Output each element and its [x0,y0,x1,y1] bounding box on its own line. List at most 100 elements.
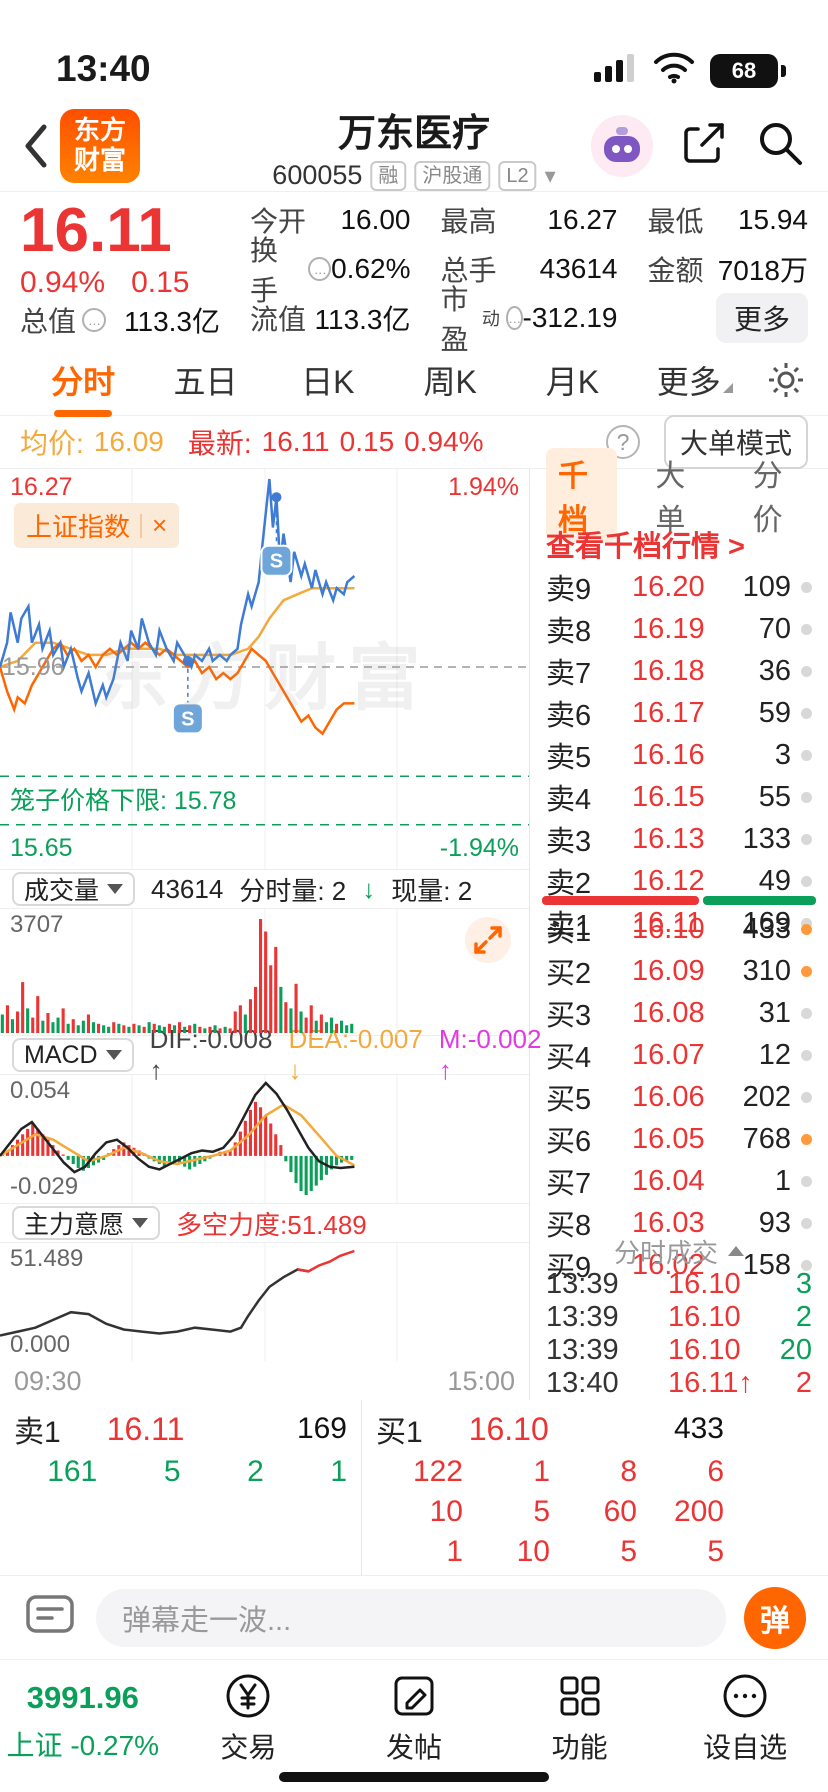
cage-floor-label: 笼子价格下限: 15.78 [10,787,237,815]
info-icon[interactable]: … [505,306,523,330]
status-bar: 13:40 68 [0,0,828,100]
assistant-avatar[interactable] [590,114,654,178]
tab-more[interactable]: 更多 [634,341,756,419]
back-button[interactable] [22,123,48,169]
help-icon[interactable]: ? [605,425,640,459]
danmu-send-button[interactable]: 弹 [744,1586,806,1649]
sell-level-row[interactable]: 卖5 16.16 3 [530,734,828,776]
caret-down-icon [132,1218,149,1228]
ratio-green [702,895,816,905]
buy-level-row[interactable]: 买4 16.07 12 [530,1034,828,1076]
period-tab-bar: 分时 五日 日K 周K 月K 更多 [0,344,828,416]
down-arrow-icon: ↓ [362,873,376,904]
order-dot [801,833,812,845]
index-change: 上证 -0.27% [6,1730,160,1761]
tab-weekly-k[interactable]: 周K [423,363,477,400]
buy-level-row[interactable]: 买9 16.02 158 [530,1244,828,1286]
expand-icon[interactable] [465,917,511,963]
tick-trades-header[interactable]: 分时成交 [530,1234,828,1268]
order-dot [801,623,812,635]
buy-level-row[interactable]: 买5 16.06 202 [530,1076,828,1118]
more-button[interactable]: 更多 [716,293,809,343]
tab-daily-k[interactable]: 日K [301,363,355,400]
settings-icon[interactable] [766,360,806,400]
tick-trades: 13:39 16.10 3 13:39 16.10 2 13:39 16.10 20 13:… [530,1268,828,1400]
time-start: 09:30 [14,1365,82,1396]
sell-level-row[interactable]: 卖4 16.15 55 [530,776,828,818]
sell-level-row[interactable]: 卖8 16.19 70 [530,608,828,650]
quote-col-3: 最低 15.94 金额 7018万 更多 [618,200,809,343]
sell-level-row[interactable]: 卖1 16.11 169 [530,902,828,944]
page-title: 万东医疗 [337,113,490,155]
sell-queue: 卖1 16.11 169 161 5 2 1 [0,1400,362,1575]
sell-level-row[interactable]: 卖2 16.12 49 [530,860,828,902]
zhuli-chart[interactable]: 51.489 0.000 [0,1243,529,1361]
l2-badge[interactable]: L2 [498,160,537,191]
index-overlay-badge[interactable]: 上证指数 × [14,503,180,548]
chevron-down-icon[interactable]: ▾ [544,162,556,188]
sell-level-row[interactable]: 卖9 16.20 109 [530,566,828,608]
buy-level-row[interactable]: 买7 16.04 1 [530,1160,828,1202]
sell-queue-row: 161 5 2 1 [47,1455,347,1488]
app-logo[interactable]: 东方 财富 [60,108,140,183]
nav-shanghai-index[interactable]: 3991.96 上证 -0.27% [0,1670,166,1792]
header: 东方 财富 万东医疗 600055 融 沪股通 L2 ▾ [0,100,828,192]
sell-level-row[interactable]: 卖6 16.17 59 [530,692,828,734]
margin-badge[interactable]: 融 [370,160,407,191]
volume-chart[interactable]: 3707 [0,909,529,1035]
close-icon[interactable]: × [152,510,168,540]
info-icon[interactable]: … [308,257,332,281]
macd-plot [0,1075,529,1203]
nav-features[interactable]: 功能 [497,1670,663,1792]
sell-queue-row [14,1492,347,1532]
big-order-mode-button[interactable]: 大单模式 [663,415,808,469]
tab-thousand-levels[interactable]: 千档 [546,448,618,542]
hgt-badge[interactable]: 沪股通 [414,160,491,191]
tab-big-orders[interactable]: 大单 [655,460,686,537]
tick-trade-row: 13:39 16.10 20 [546,1334,812,1366]
nav-trade[interactable]: 交易 [166,1670,332,1792]
order-dot [801,917,812,929]
axis-mid: 15.96 [2,653,65,681]
axis-low-pct: -1.94% [439,834,519,862]
logo-text-bottom: 财富 [73,144,126,175]
buy-level-row[interactable]: 买6 16.05 768 [530,1118,828,1160]
share-icon[interactable] [678,117,730,174]
zhuli-indicator-dropdown[interactable]: 主力意愿 [12,1206,161,1240]
axis-high: 16.27 [10,473,73,501]
volume-indicator-dropdown[interactable]: 成交量 [12,872,136,906]
nav-watchlist[interactable]: 设自选 [662,1670,828,1792]
danmu-list-icon[interactable] [22,1587,78,1648]
tab-intraday[interactable]: 分时 [22,341,144,419]
wifi-icon [652,51,696,90]
buy1-row[interactable]: 买1 16.10 433 [376,1410,724,1450]
ellipsis-circle-icon [720,1670,770,1722]
sell-level-row[interactable]: 卖3 16.13 133 [530,818,828,860]
volume-total: 43614 [151,873,224,904]
buy-level-row[interactable]: 买1 16.10 433 [530,908,828,950]
sell-level-row[interactable]: 卖7 16.18 36 [530,650,828,692]
buy-level-row[interactable]: 买3 16.08 31 [530,992,828,1034]
thousand-levels-link[interactable]: 查看千档行情 > [546,530,745,563]
tick-trade-row: 13:40 16.11↑ 2 [546,1367,812,1399]
tab-price-volume[interactable]: 分价 [752,460,783,537]
sell1-row[interactable]: 卖1 16.11 169 [14,1410,347,1450]
tab-monthly-k[interactable]: 月K [545,363,600,400]
sell-queue-row [14,1532,347,1572]
current-volume: 现量: 2 [391,875,473,906]
nav-post[interactable]: 发帖 [331,1670,497,1792]
tab-5day[interactable]: 五日 [173,363,238,400]
buy-level-row[interactable]: 买8 16.03 93 [530,1202,828,1244]
chart-info-row: 均价: 16.09 最新: 16.11 0.15 0.94% ? 大单模式 [0,415,828,469]
stock-title-block[interactable]: 万东医疗 600055 融 沪股通 L2 ▾ [272,102,556,191]
change-percent: 0.94% [20,266,106,299]
search-icon[interactable] [754,117,806,174]
comment-input[interactable]: 弹幕走一波... [96,1588,726,1647]
info-icon[interactable]: … [82,308,107,332]
buy-level-row[interactable]: 买2 16.09 310 [530,950,828,992]
clock: 13:40 [56,48,151,89]
macd-indicator-dropdown[interactable]: MACD [12,1038,134,1072]
macd-chart[interactable]: 0.054 -0.029 [0,1075,529,1203]
